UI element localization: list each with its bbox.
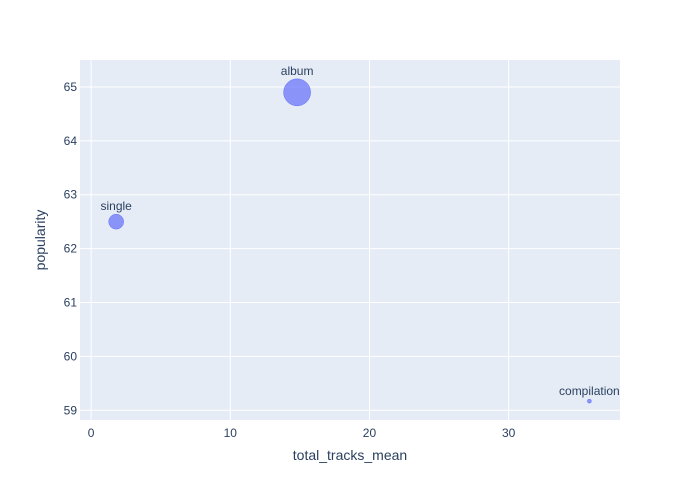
data-label-compilation: compilation bbox=[559, 384, 620, 398]
y-tick-label: 64 bbox=[64, 134, 78, 148]
x-tick-label: 10 bbox=[224, 426, 238, 440]
x-tick-label: 20 bbox=[363, 426, 377, 440]
x-tick-labels: 0 10 20 30 bbox=[88, 426, 516, 440]
data-point-compilation bbox=[587, 398, 592, 404]
y-tick-label: 60 bbox=[64, 349, 78, 363]
data-point-album bbox=[283, 78, 311, 107]
data-labels: album single compilation bbox=[101, 64, 620, 398]
y-tick-label: 62 bbox=[64, 242, 78, 256]
x-tick-label: 30 bbox=[502, 426, 516, 440]
y-tick-labels: 59 60 61 62 63 64 65 bbox=[64, 80, 78, 417]
x-axis-title: total_tracks_mean bbox=[293, 447, 407, 463]
plot-background bbox=[80, 60, 620, 420]
x-tick-label: 0 bbox=[88, 426, 95, 440]
y-axis-title: popularity bbox=[32, 210, 48, 271]
gridlines bbox=[80, 60, 620, 420]
y-tick-label: 59 bbox=[64, 403, 78, 417]
y-tick-label: 65 bbox=[64, 80, 78, 94]
data-label-single: single bbox=[101, 199, 133, 213]
data-points bbox=[108, 78, 592, 404]
data-label-album: album bbox=[281, 64, 314, 78]
y-tick-label: 63 bbox=[64, 188, 78, 202]
y-tick-label: 61 bbox=[64, 296, 78, 310]
data-point-single bbox=[108, 213, 124, 230]
